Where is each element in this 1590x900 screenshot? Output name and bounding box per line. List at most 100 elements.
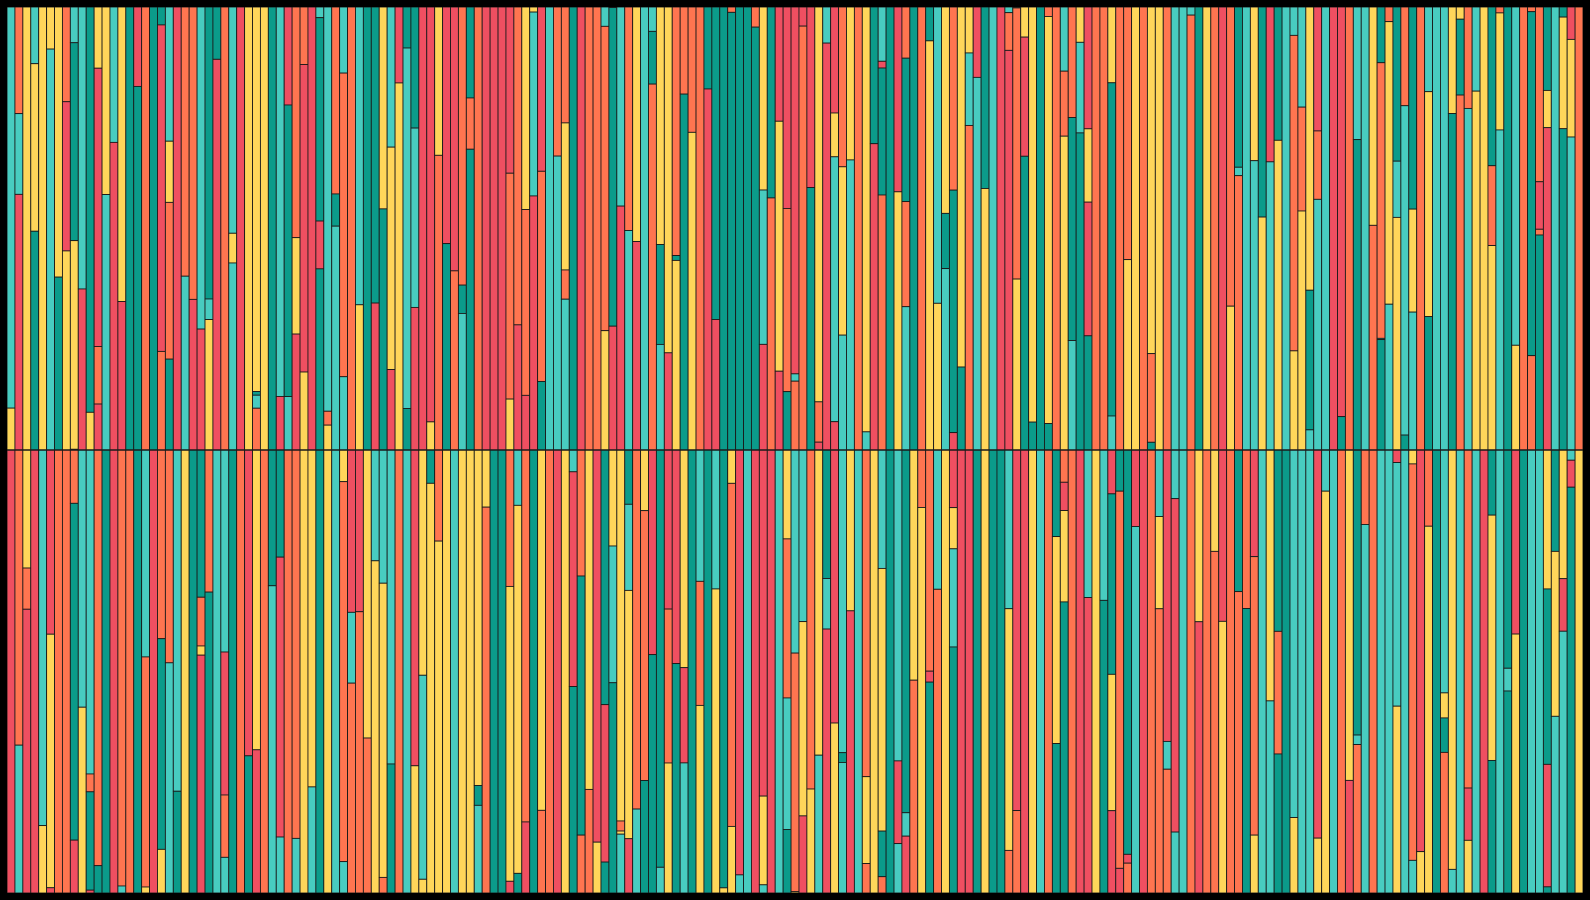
stripe-segment [584, 7, 594, 451]
stripe-segment [93, 346, 103, 405]
stripe-segment [1511, 344, 1521, 451]
stripe-segment [1447, 113, 1457, 451]
stripe-segment [1297, 106, 1307, 212]
stripe-segment [204, 7, 214, 300]
stripe-segment [822, 628, 832, 893]
stripe-segment [925, 670, 935, 683]
stripe-segment [418, 7, 428, 451]
stripe-segment [481, 506, 491, 893]
stripe-segment [157, 350, 166, 451]
stripe-segment [410, 7, 420, 129]
stripe-segment [695, 580, 705, 706]
stripe-segment [1542, 886, 1552, 893]
stripe-segment [750, 449, 760, 893]
stripe-segment [101, 194, 111, 451]
stripe-segment [1249, 834, 1259, 893]
stripe-segment [355, 304, 364, 451]
stripe-segment [141, 449, 151, 658]
stripe-segment [252, 7, 261, 392]
stripe-segment [1154, 7, 1164, 451]
stripe-segment [703, 7, 713, 90]
bottom-stripe-band [7, 449, 1583, 893]
stripe-segment [1455, 449, 1465, 893]
stripe-segment [196, 654, 206, 893]
stripe-segment [1527, 11, 1536, 357]
stripe-segment [1321, 449, 1331, 492]
stripe-segment [1107, 7, 1117, 84]
stripe-segment [1495, 449, 1505, 893]
stripe-segment [1368, 224, 1378, 451]
stripe-segment [465, 148, 475, 451]
stripe-segment [505, 585, 515, 882]
stripe-segment [1535, 449, 1544, 893]
stripe-segment [838, 166, 847, 336]
stripe-segment [687, 131, 697, 451]
stripe-segment [38, 825, 48, 893]
stripe-segment [1550, 715, 1560, 893]
stripe-segment [77, 706, 87, 893]
stripe-segment [529, 7, 539, 13]
stripe-segment [362, 7, 372, 451]
stripe-segment [1131, 449, 1140, 527]
stripe-segment [513, 7, 523, 326]
stripe-segment [275, 449, 285, 558]
stripe-segment [1463, 107, 1473, 451]
stripe-segment [370, 7, 380, 304]
stripe-segment [1186, 7, 1196, 16]
stripe-segment [1439, 449, 1449, 694]
stripe-segment [1170, 831, 1180, 893]
stripe-segment [663, 7, 673, 354]
stripe-segment [291, 333, 301, 451]
stripe-segment [592, 449, 602, 843]
stripe-segment [537, 381, 546, 451]
stripe-segment [291, 449, 301, 839]
stripe-segment [450, 270, 459, 451]
stripe-segment [830, 722, 840, 893]
stripe-segment [568, 471, 578, 687]
stripe-segment [560, 7, 570, 124]
stripe-segment [1535, 234, 1544, 451]
stripe-segment [893, 191, 903, 451]
stripe-segment [1535, 228, 1544, 236]
stripe-segment [1210, 7, 1220, 451]
stripe-segment [347, 682, 356, 893]
stripe-segment [648, 30, 657, 85]
stripe-segment [1083, 597, 1093, 893]
stripe-segment [782, 538, 792, 699]
stripe-segment [948, 7, 958, 191]
stripe-segment [1542, 89, 1552, 129]
stripe-segment [1400, 7, 1410, 107]
stripe-segment [655, 343, 665, 451]
stripe-segment [1297, 7, 1307, 108]
stripe-segment [267, 449, 277, 587]
stripe-segment [1265, 449, 1275, 702]
stripe-segment [1044, 7, 1053, 17]
stripe-segment [275, 836, 285, 893]
stripe-segment [1115, 7, 1125, 451]
stripe-segment [671, 259, 681, 451]
stripe-segment [1051, 449, 1061, 538]
stripe-segment [434, 7, 444, 156]
stripe-segment [782, 449, 792, 540]
stripe-segment [877, 194, 887, 451]
stripe-segment [901, 7, 911, 59]
stripe-segment [85, 7, 95, 413]
stripe-segment [164, 201, 174, 360]
stripe-segment [1558, 578, 1568, 632]
stripe-segment [410, 127, 420, 308]
stripe-segment [1408, 449, 1418, 465]
stripe-segment [1123, 853, 1133, 864]
stripe-segment [93, 7, 103, 69]
stripe-segment [513, 449, 523, 506]
stripe-segment [521, 394, 531, 451]
stripe-segment [1535, 181, 1544, 230]
stripe-segment [1566, 7, 1576, 40]
stripe-segment [386, 7, 396, 148]
stripe-segment [568, 686, 578, 893]
stripe-segment [648, 83, 657, 451]
stripe-segment [141, 656, 151, 888]
stripe-segment [157, 7, 166, 26]
stripe-segment [291, 237, 301, 335]
stripe-segment [1352, 7, 1362, 141]
stripe-segment [228, 449, 238, 893]
